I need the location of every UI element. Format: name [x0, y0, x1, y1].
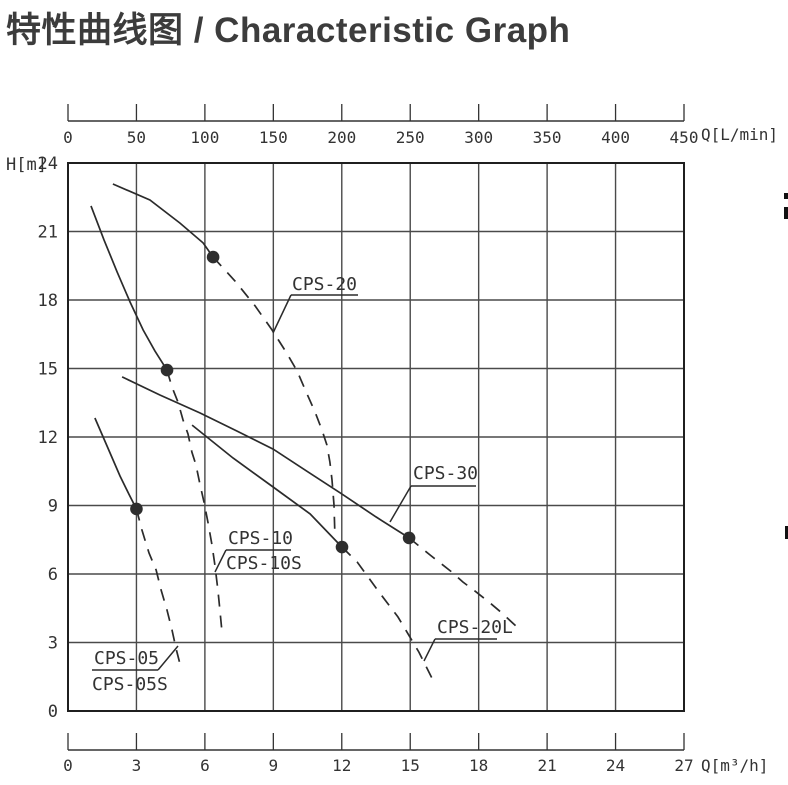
top-axis-tick-label: 100 [190, 128, 219, 147]
curve-cps20l-dashed [341, 546, 435, 683]
y-axis-tick-label: 0 [48, 702, 58, 722]
bottom-axis-tick-label: 12 [332, 756, 351, 775]
curve-cps05-dashed [135, 508, 181, 665]
top-axis-tick-label: 50 [127, 128, 146, 147]
y-axis-tick-label: 12 [38, 428, 58, 448]
bottom-axis-tick-label: 9 [269, 756, 279, 775]
y-axis-unit-label: H[m] [6, 155, 47, 175]
bottom-axis-tick-label: 6 [200, 756, 210, 775]
top-axis-tick-label: 200 [327, 128, 356, 147]
callout-cps05-label: CPS-05 [94, 648, 159, 669]
bottom-axis-tick-label: 15 [401, 756, 420, 775]
data-point-cps30 [402, 531, 416, 545]
y-axis-tick-label: 3 [48, 634, 58, 654]
top-axis-unit-label: Q[L/min] [701, 125, 778, 144]
curve-cps30-solid [121, 376, 410, 539]
bottom-axis-unit-label: Q[m³/h] [701, 756, 768, 775]
curve-cps05-solid [94, 417, 138, 510]
top-axis-tick-label: 250 [396, 128, 425, 147]
data-point-cps20l [335, 540, 349, 554]
top-axis-tick-label: 400 [601, 128, 630, 147]
callout-cps10-label: CPS-10 [228, 528, 293, 549]
top-axis-tick-label: 150 [259, 128, 288, 147]
bottom-axis-tick-label: 27 [674, 756, 693, 775]
callout-cps05-label-line2: CPS-05S [92, 674, 168, 695]
callout-cps20-label: CPS-20 [292, 274, 357, 295]
y-axis-tick-label: 21 [38, 223, 58, 243]
curve-cps20-solid [112, 183, 214, 258]
callout-cps20l-leader [423, 638, 436, 662]
y-axis-tick-label: 6 [48, 565, 58, 585]
top-axis-tick-label: 350 [533, 128, 562, 147]
y-axis-tick-label: 18 [38, 291, 58, 311]
y-axis-tick-label: 15 [38, 360, 58, 380]
bottom-axis-tick-label: 24 [606, 756, 625, 775]
y-axis-tick-label: 24 [38, 154, 58, 174]
clipped-edge-artifact [784, 207, 788, 219]
bottom-axis-tick-label: 3 [132, 756, 142, 775]
clipped-edge-artifact [784, 193, 788, 199]
bottom-axis-tick-label: 21 [537, 756, 556, 775]
bottom-axis-tick-label: 18 [469, 756, 488, 775]
callout-cps10-leader [214, 549, 227, 573]
y-axis-tick-label: 9 [48, 497, 58, 517]
callout-cps20l-label: CPS-20L [437, 617, 513, 638]
data-point-cps20 [206, 250, 220, 264]
curve-cps30-dashed [408, 537, 518, 628]
curve-cps20l-solid [191, 424, 343, 548]
page-title: 特性曲线图 / Characteristic Graph [6, 11, 571, 50]
curve-cps20-dashed [212, 256, 336, 536]
callout-cps20-leader [272, 294, 292, 334]
curve-cps10-solid [90, 205, 168, 371]
top-axis-tick-label: 0 [63, 128, 73, 147]
bottom-axis-tick-label: 0 [63, 756, 73, 775]
top-axis-tick-label: 300 [464, 128, 493, 147]
plot-border [67, 162, 685, 712]
callout-cps30-label: CPS-30 [413, 463, 478, 484]
callout-cps05-leader [157, 645, 179, 671]
curve-cps10-dashed [166, 369, 223, 633]
top-axis-tick-label: 450 [670, 128, 699, 147]
callout-cps30-leader [389, 485, 412, 523]
callout-cps10-label-line2: CPS-10S [226, 553, 302, 574]
data-point-cps10 [160, 363, 174, 377]
data-point-cps05 [130, 502, 143, 516]
clipped-edge-artifact [785, 526, 788, 539]
